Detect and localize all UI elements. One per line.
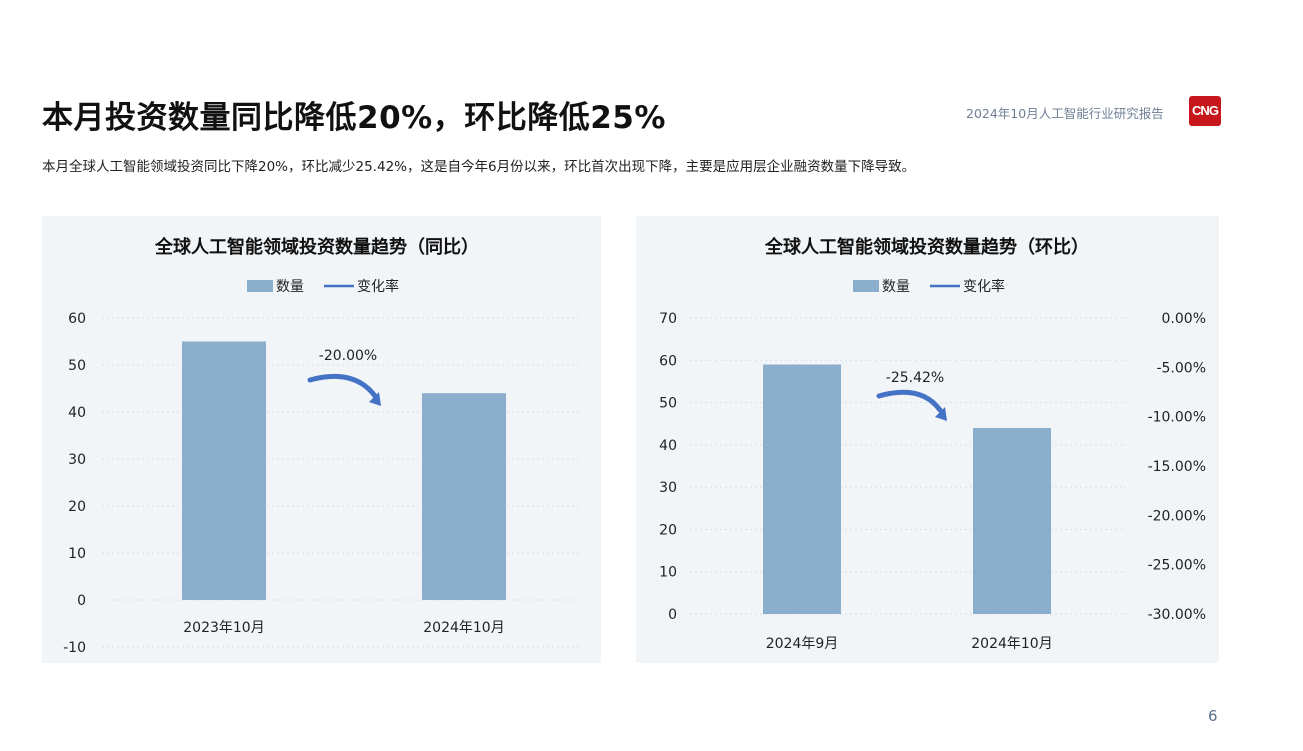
page-subtitle: 本月全球人工智能领域投资同比下降20%，环比减少25.42%，这是自今年6月份以…: [42, 159, 916, 175]
y2-tick-label: -20.00%: [1148, 508, 1206, 524]
legend-bar-swatch: [247, 280, 273, 292]
chart-title: 全球人工智能领域投资数量趋势（同比）: [154, 236, 479, 258]
change-arrow-head: [369, 392, 381, 406]
legend-line-label: 变化率: [357, 278, 399, 295]
report-name: 2024年10月人工智能行业研究报告: [966, 106, 1164, 121]
y2-tick-label: -30.00%: [1148, 607, 1206, 623]
change-rate-label: -20.00%: [319, 348, 377, 364]
x-category-label: 2024年10月: [971, 636, 1052, 652]
y-tick-label: 60: [659, 353, 677, 369]
page-title: 本月投资数量同比降低20%，环比降低25%: [42, 100, 666, 136]
y-tick-label: 50: [659, 396, 677, 412]
bar: [182, 341, 266, 600]
y-tick-label: -10: [63, 640, 86, 656]
y-tick-label: 40: [659, 438, 677, 454]
y2-tick-label: -10.00%: [1148, 410, 1206, 426]
y-tick-label: 10: [659, 565, 677, 581]
y-tick-label: 30: [68, 452, 86, 468]
change-arrow-head: [935, 407, 947, 421]
y-tick-label: 70: [659, 311, 677, 327]
y-tick-label: 0: [668, 607, 677, 623]
chart-panel-yoy: 全球人工智能领域投资数量趋势（同比） 数量 变化率 60 50 40 30 20 10 0 -10 2…: [42, 216, 601, 663]
chart-mom: 全球人工智能领域投资数量趋势（环比） 数量 变化率 70 60 50 40 30 20 10 0 0.…: [659, 236, 1206, 652]
bar: [422, 393, 506, 600]
legend-bar-label: 数量: [882, 279, 910, 295]
y-tick-label: 30: [659, 480, 677, 496]
page-number: 6: [1208, 707, 1218, 725]
chart-title: 全球人工智能领域投资数量趋势（环比）: [764, 236, 1089, 258]
y-tick-label: 40: [68, 405, 86, 421]
legend-bar-label: 数量: [276, 279, 304, 295]
bar: [763, 364, 841, 614]
y-tick-label: 20: [659, 522, 677, 538]
y2-tick-label: -15.00%: [1148, 459, 1206, 475]
y-tick-label: 60: [68, 311, 86, 327]
y2-tick-label: 0.00%: [1162, 311, 1206, 327]
x-category-label: 2024年9月: [766, 636, 839, 652]
legend-bar-swatch: [853, 280, 879, 292]
change-arrow: [307, 373, 378, 399]
legend-line-label: 变化率: [963, 278, 1005, 295]
y2-tick-label: -25.00%: [1148, 558, 1206, 574]
chart-panel-mom: 全球人工智能领域投资数量趋势（环比） 数量 变化率 70 60 50 40 30 20 10 0 0.…: [636, 216, 1219, 663]
x-category-label: 2024年10月: [423, 620, 504, 636]
y-tick-label: 20: [68, 499, 86, 515]
x-category-label: 2023年10月: [183, 620, 264, 636]
brand-logo: CNG: [1189, 96, 1221, 126]
y-tick-label: 50: [68, 358, 86, 374]
change-arrow: [876, 389, 943, 413]
bar: [973, 427, 1051, 614]
y2-tick-label: -5.00%: [1156, 360, 1206, 376]
y-tick-label: 0: [77, 593, 86, 609]
change-rate-label: -25.42%: [886, 370, 944, 386]
chart-yoy: 全球人工智能领域投资数量趋势（同比） 数量 变化率 60 50 40 30 20 10 0 -10 2…: [63, 236, 582, 656]
y-tick-label: 10: [68, 546, 86, 562]
